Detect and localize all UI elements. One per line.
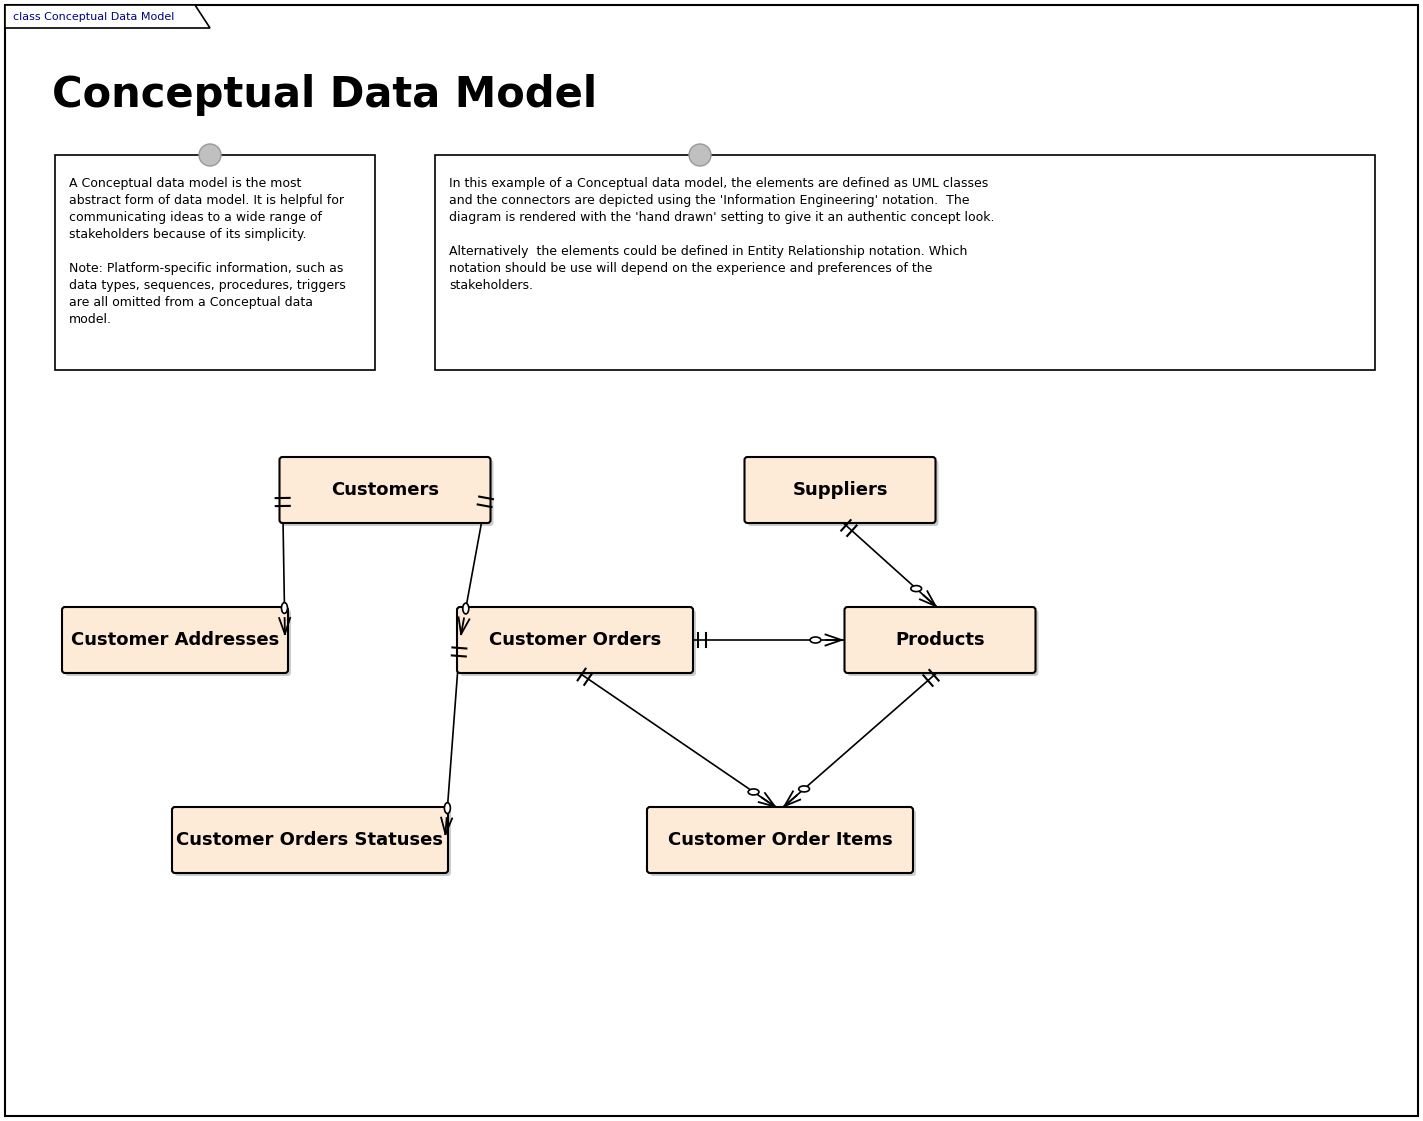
Text: and the connectors are depicted using the 'Information Engineering' notation.  T: and the connectors are depicted using th… (450, 194, 969, 207)
Text: Suppliers: Suppliers (793, 481, 888, 499)
Text: Conceptual Data Model: Conceptual Data Model (53, 74, 598, 115)
Text: Customer Addresses: Customer Addresses (71, 631, 279, 649)
Bar (435, 155, 1375, 370)
Ellipse shape (444, 803, 451, 814)
Text: A Conceptual data model is the most: A Conceptual data model is the most (68, 177, 302, 189)
FancyBboxPatch shape (747, 460, 939, 526)
FancyBboxPatch shape (844, 606, 1036, 673)
Ellipse shape (810, 637, 821, 643)
FancyBboxPatch shape (647, 807, 914, 873)
Text: model.: model. (68, 313, 112, 326)
Text: Customer Order Items: Customer Order Items (667, 831, 892, 849)
Text: Customer Orders Statuses: Customer Orders Statuses (176, 831, 444, 849)
Text: are all omitted from a Conceptual data: are all omitted from a Conceptual data (68, 296, 313, 309)
Polygon shape (6, 4, 211, 28)
Text: Customers: Customers (332, 481, 440, 499)
FancyBboxPatch shape (63, 606, 287, 673)
FancyBboxPatch shape (279, 457, 491, 524)
FancyBboxPatch shape (172, 807, 448, 873)
Ellipse shape (199, 143, 221, 166)
Ellipse shape (689, 143, 712, 166)
Text: communicating ideas to a wide range of: communicating ideas to a wide range of (68, 211, 322, 224)
FancyBboxPatch shape (175, 810, 451, 876)
Text: data types, sequences, procedures, triggers: data types, sequences, procedures, trigg… (68, 279, 346, 291)
Text: notation should be use will depend on the experience and preferences of the: notation should be use will depend on th… (450, 262, 932, 275)
FancyBboxPatch shape (283, 460, 494, 526)
FancyBboxPatch shape (457, 606, 693, 673)
Ellipse shape (282, 603, 287, 613)
FancyBboxPatch shape (460, 610, 696, 676)
Text: diagram is rendered with the 'hand drawn' setting to give it an authentic concep: diagram is rendered with the 'hand drawn… (450, 211, 995, 224)
Ellipse shape (798, 786, 810, 791)
Bar (55, 155, 376, 370)
Text: Products: Products (895, 631, 985, 649)
Text: In this example of a Conceptual data model, the elements are defined as UML clas: In this example of a Conceptual data mod… (450, 177, 988, 189)
Ellipse shape (748, 789, 758, 795)
FancyBboxPatch shape (650, 810, 916, 876)
Text: stakeholders.: stakeholders. (450, 279, 534, 291)
Text: class Conceptual Data Model: class Conceptual Data Model (13, 12, 175, 22)
FancyBboxPatch shape (65, 610, 290, 676)
Ellipse shape (911, 585, 922, 592)
Text: stakeholders because of its simplicity.: stakeholders because of its simplicity. (68, 228, 306, 241)
FancyBboxPatch shape (744, 457, 935, 524)
Text: Note: Platform-specific information, such as: Note: Platform-specific information, suc… (68, 262, 343, 275)
Text: Alternatively  the elements could be defined in Entity Relationship notation. Wh: Alternatively the elements could be defi… (450, 245, 968, 258)
Text: Customer Orders: Customer Orders (490, 631, 662, 649)
Ellipse shape (462, 603, 468, 614)
Text: abstract form of data model. It is helpful for: abstract form of data model. It is helpf… (68, 194, 344, 207)
FancyBboxPatch shape (848, 610, 1039, 676)
